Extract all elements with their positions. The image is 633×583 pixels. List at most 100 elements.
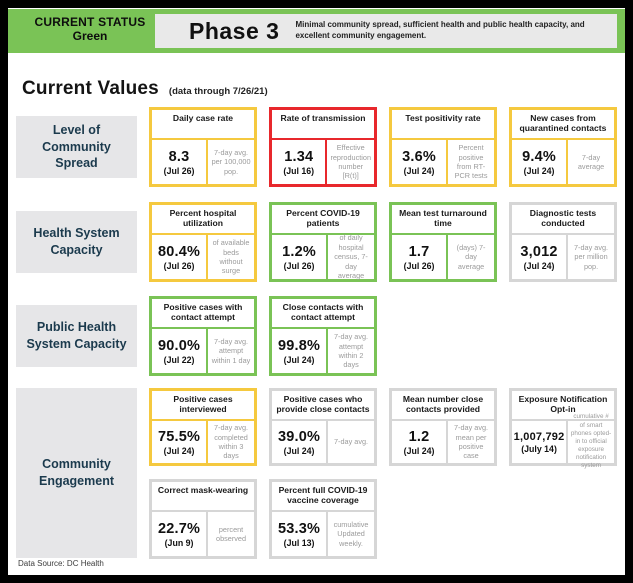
metric-body: 1.2 (Jul 24) 7-day avg. mean per positiv…	[392, 421, 494, 463]
metric-value-cell: 1.34 (Jul 16)	[272, 140, 328, 184]
metric-body: 75.5% (Jul 24) 7-day avg. completed with…	[152, 421, 254, 463]
row-community-engagement: Community Engagement Positive cases inte…	[16, 388, 617, 559]
metric-title: Correct mask-wearing	[152, 482, 254, 512]
metric-value: 80.4%	[157, 243, 201, 260]
metric-note: 7-day average	[577, 152, 605, 171]
metric-value: 1.34	[284, 148, 314, 165]
metric-note: 7-day avg.	[334, 437, 369, 447]
metric-title: Positive cases who provide close contact…	[272, 391, 374, 421]
metric-note: of available beds without surge	[212, 238, 250, 276]
metric-date: (Jul 26)	[283, 260, 315, 271]
metric-title: Close contacts with contact attempt	[272, 299, 374, 329]
metric-note: 7-day avg. completed within 3 days	[214, 423, 249, 461]
row-label-community-spread: Level of Community Spread	[16, 116, 137, 178]
metric-note: percent observed	[216, 524, 247, 543]
metric-body: 53.3% (Jul 13) cumulative Updated weekly…	[272, 512, 374, 556]
metric-value-cell: 99.8% (Jul 24)	[272, 329, 329, 373]
metric-body: 39.0% (Jul 24) 7-day avg.	[272, 421, 374, 463]
card-positive-contact-attempt: Positive cases with contact attempt 90.0…	[149, 296, 257, 376]
metric-body: 90.0% (Jul 22) 7-day avg. attempt within…	[152, 329, 254, 373]
metric-value: 99.8%	[277, 337, 321, 354]
card-rate-of-transmission: Rate of transmission 1.34 (Jul 16) Effec…	[269, 107, 377, 187]
metric-date: (Jul 24)	[283, 354, 315, 365]
metric-note: 7-day avg. attempt within 2 days	[334, 332, 369, 370]
card-new-cases-quarantined: New cases from quarantined contacts 9.4%…	[509, 107, 617, 187]
metric-date: (Jul 24)	[403, 445, 435, 456]
data-source: Data Source: DC Health	[18, 559, 104, 568]
metric-note: 7-day avg. attempt within 1 day	[211, 336, 251, 365]
card-vaccine-coverage: Percent full COVID-19 vaccine coverage 5…	[269, 479, 377, 559]
section-heading: Current Values (data through 7/26/21)	[22, 78, 268, 100]
metric-value-cell: 1.2% (Jul 26)	[272, 235, 329, 279]
metric-note: Effective reproduction number [R(t)]	[330, 143, 372, 181]
metric-body: 9.4% (Jul 24) 7-day average	[512, 140, 614, 184]
current-status-label: CURRENT STATUS	[34, 15, 146, 29]
row-label-public-health: Public Health System Capacity	[16, 305, 137, 367]
metric-value-cell: 80.4% (Jul 26)	[152, 235, 209, 279]
metric-value-cell: 8.3 (Jul 26)	[152, 140, 209, 184]
section-subtitle: (data through 7/26/21)	[168, 86, 268, 97]
metric-title: Test positivity rate	[392, 110, 494, 140]
metric-date: (Jul 26)	[163, 165, 195, 176]
current-status-value: Green	[72, 29, 108, 43]
metric-value: 39.0%	[277, 428, 321, 445]
metric-value: 75.5%	[157, 428, 201, 445]
engagement-cardline-2: Correct mask-wearing 22.7% (Jun 9) perce…	[149, 479, 617, 559]
metric-date: (Jul 26)	[403, 260, 435, 271]
metric-title: Diagnostic tests conducted	[512, 205, 614, 235]
metric-title: Exposure Notification Opt-in	[512, 391, 614, 421]
metric-date: (Jul 26)	[163, 260, 195, 271]
card-daily-case-rate: Daily case rate 8.3 (Jul 26) 7-day avg. …	[149, 107, 257, 187]
metric-value: 8.3	[168, 148, 190, 165]
metric-value-cell: 1.7 (Jul 26)	[392, 235, 449, 279]
engagement-cardline-1: Positive cases interviewed 75.5% (Jul 24…	[149, 388, 617, 469]
metric-note: cumulative Updated weekly.	[333, 519, 369, 548]
metric-note: 7-day avg. per million pop.	[574, 242, 609, 271]
metric-value-cell: 53.3% (Jul 13)	[272, 512, 329, 556]
metric-value: 1.2	[408, 428, 430, 445]
metric-note: 7-day avg. per 100,000 pop.	[211, 147, 251, 176]
row-community-spread: Level of Community Spread Daily case rat…	[16, 107, 617, 187]
metric-date: (Jul 24)	[523, 165, 555, 176]
metric-date: (Jun 9)	[164, 537, 194, 548]
metric-title: New cases from quarantined contacts	[512, 110, 614, 140]
metric-body: 1.34 (Jul 16) Effective reproduction num…	[272, 140, 374, 184]
metric-date: (Jul 24)	[403, 165, 435, 176]
metric-note: of daily hospital census, 7-day average	[334, 233, 368, 281]
metric-date: (Jul 24)	[523, 260, 555, 271]
card-test-turnaround: Mean test turnaround time 1.7 (Jul 26) (…	[389, 202, 497, 282]
metric-date: (Jul 16)	[283, 165, 315, 176]
metric-value-cell: 9.4% (Jul 24)	[512, 140, 569, 184]
metric-value-cell: 1,007,792 (July 14)	[512, 421, 569, 463]
metric-title: Positive cases interviewed	[152, 391, 254, 421]
dashboard: CURRENT STATUS Green Phase 3 Minimal com…	[8, 8, 625, 575]
metric-title: Daily case rate	[152, 110, 254, 140]
card-positive-cases-interviewed: Positive cases interviewed 75.5% (Jul 24…	[149, 388, 257, 466]
metric-value-cell: 3.6% (Jul 24)	[392, 140, 449, 184]
section-title: Current Values	[22, 78, 159, 99]
card-close-contacts-attempt: Close contacts with contact attempt 99.8…	[269, 296, 377, 376]
metric-title: Percent hospital utilization	[152, 205, 254, 235]
metric-value: 1.2%	[282, 243, 316, 260]
metric-body: 1,007,792 (July 14) cumulative # of smar…	[512, 413, 614, 469]
row-label-health-system: Health System Capacity	[16, 211, 137, 273]
current-status: CURRENT STATUS Green	[26, 15, 154, 43]
metric-value: 1,007,792	[513, 430, 565, 443]
metric-note: (days) 7-day average	[456, 242, 486, 271]
metric-date: (Jul 24)	[283, 445, 315, 456]
card-exposure-notification: Exposure Notification Opt-in 1,007,792 (…	[509, 388, 617, 469]
metric-value: 53.3%	[277, 520, 321, 537]
metric-value-cell: 90.0% (Jul 22)	[152, 329, 209, 373]
card-hospital-utilization: Percent hospital utilization 80.4% (Jul …	[149, 202, 257, 282]
metric-value: 9.4%	[522, 148, 556, 165]
metric-value-cell: 3,012 (Jul 24)	[512, 235, 569, 279]
card-provide-close-contacts: Positive cases who provide close contact…	[269, 388, 377, 466]
metric-title: Percent COVID-19 patients	[272, 205, 374, 235]
metric-value: 90.0%	[157, 337, 201, 354]
metric-value: 3,012	[520, 243, 558, 260]
card-test-positivity-rate: Test positivity rate 3.6% (Jul 24) Perce…	[389, 107, 497, 187]
metric-value: 22.7%	[157, 520, 201, 537]
metric-note: Percent positive from RT-PCR tests	[454, 143, 488, 181]
metric-body: 22.7% (Jun 9) percent observed	[152, 512, 254, 556]
